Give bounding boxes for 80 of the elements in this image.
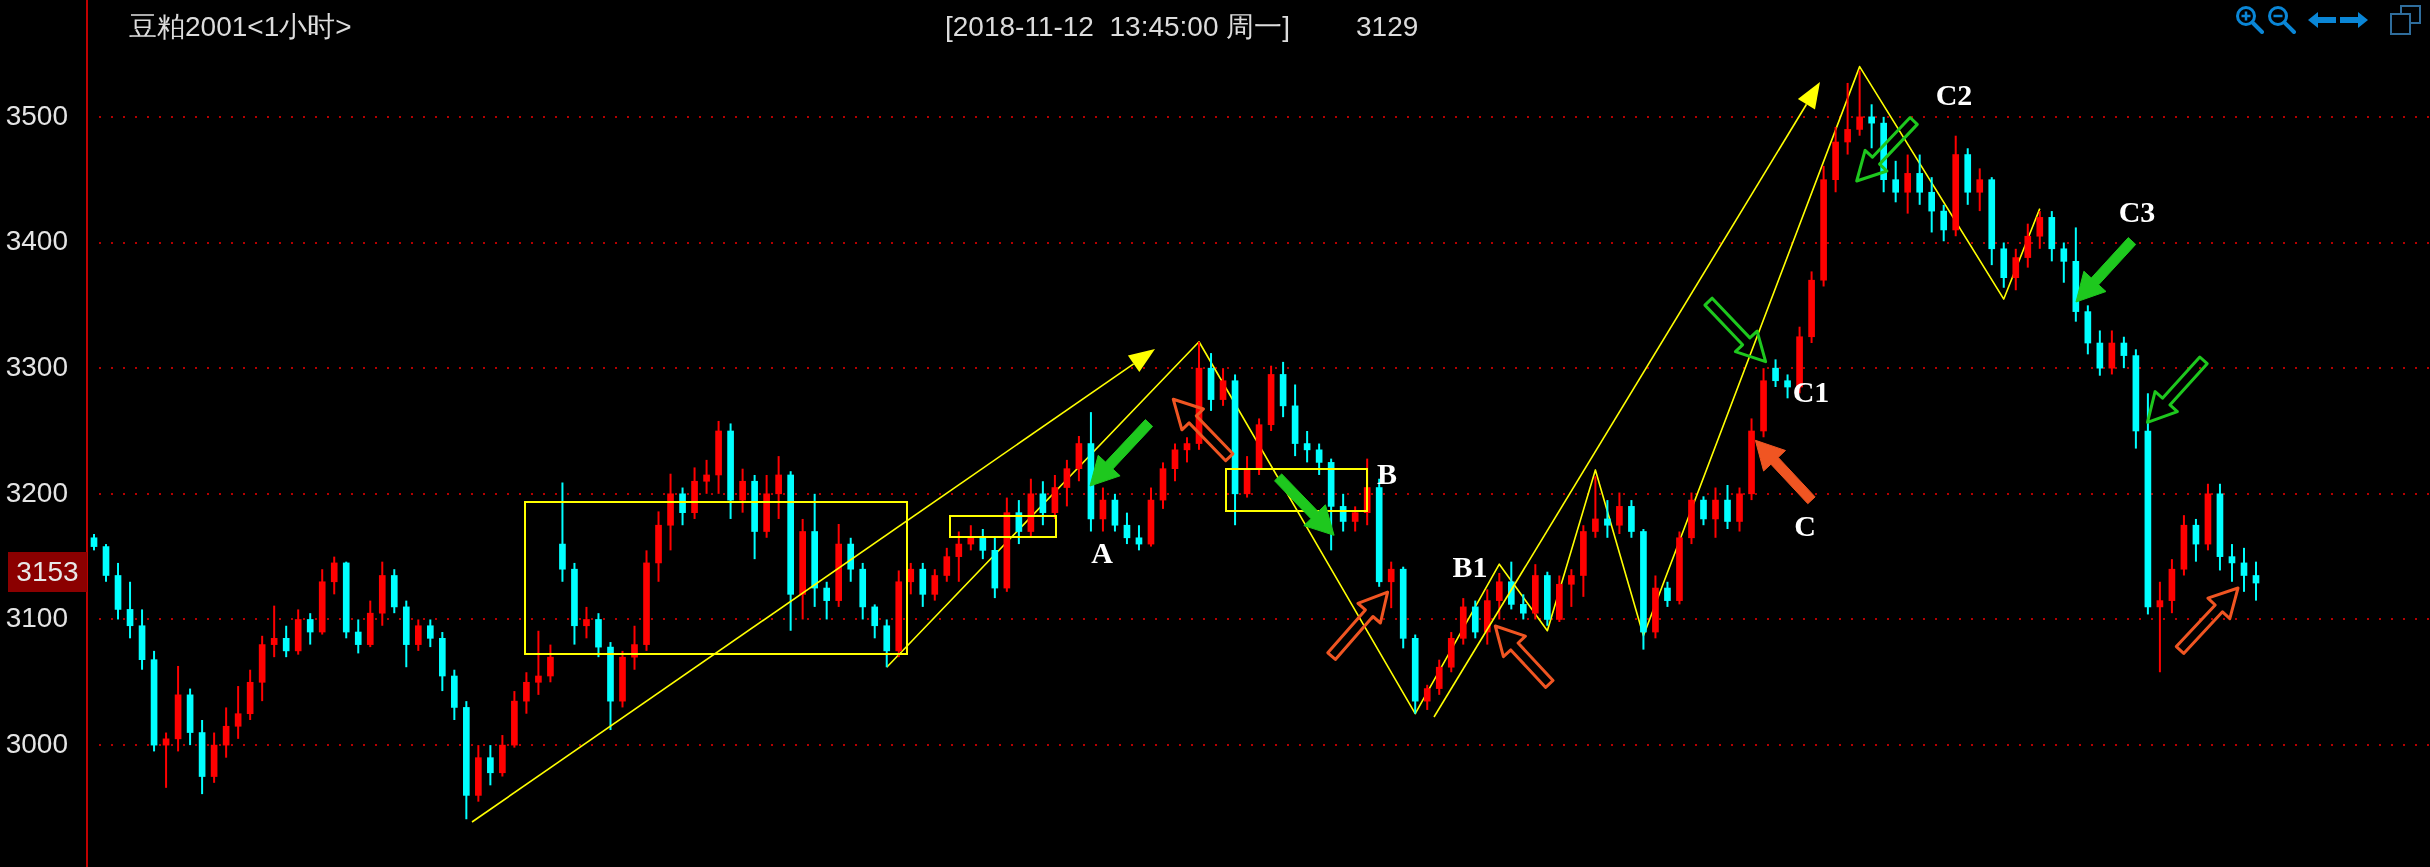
candlestick <box>234 685 242 740</box>
annotation: B1 <box>1452 550 1488 583</box>
y-tick-label: 3200 <box>5 476 68 508</box>
candlestick <box>547 643 554 684</box>
candlestick <box>523 671 530 715</box>
text: 3153 <box>8 552 87 592</box>
candlestick <box>1039 480 1047 527</box>
candlestick <box>1784 373 1791 400</box>
candlestick <box>1219 367 1227 407</box>
candlestick <box>583 605 590 640</box>
candlestick <box>270 604 278 659</box>
annotation: B <box>1376 457 1398 490</box>
annotation: A <box>1091 536 1113 569</box>
candlestick <box>955 530 963 583</box>
candlestick <box>2060 241 2068 284</box>
candlestick <box>1904 153 1911 215</box>
candlestick <box>306 612 314 646</box>
y-tick-label: 3400 <box>5 225 68 257</box>
candlestick <box>1135 524 1143 552</box>
chart-title: 豆粕2001<1小时> <box>129 11 352 42</box>
candlestick <box>1940 203 1948 243</box>
candlestick <box>354 618 362 655</box>
candlestick <box>330 555 338 596</box>
candlestick <box>487 744 494 787</box>
candlestick <box>1568 568 1575 608</box>
y-tick-label: 3100 <box>5 602 68 634</box>
candlestick <box>1435 658 1443 696</box>
candlestick <box>2012 247 2020 292</box>
candlestick <box>1892 159 1899 204</box>
candlestick <box>1976 167 1984 213</box>
annotation: C1 <box>1792 375 1830 408</box>
candlestick <box>739 467 746 514</box>
candlestick <box>1592 475 1599 539</box>
annotation: 3129 <box>1356 11 1419 42</box>
candlestick <box>1507 560 1515 611</box>
candlestick <box>1724 484 1731 530</box>
candlestick <box>1712 486 1719 539</box>
candlestick <box>1495 571 1503 621</box>
candlestick <box>943 546 951 583</box>
candlestick <box>1519 593 1527 621</box>
candlestick <box>2156 580 2164 674</box>
candlestick <box>1423 683 1431 711</box>
candlestick <box>775 455 782 520</box>
chart-subtitle: [2018-11-12 13:45:00 周一] <box>945 11 1291 42</box>
annotation: C <box>1794 509 1816 542</box>
candlestick <box>2024 222 2032 269</box>
annotation: C2 <box>1935 78 1973 111</box>
candlestick <box>1387 560 1395 610</box>
candlestick <box>1303 429 1311 464</box>
y-tick-label: 3000 <box>5 727 68 759</box>
candlestick <box>967 524 975 552</box>
candlestick <box>1063 458 1071 508</box>
candlestick <box>1664 580 1671 608</box>
candlestick <box>414 618 422 652</box>
candlestick <box>535 629 542 696</box>
candlestick <box>823 580 831 621</box>
candlestick <box>2036 210 2044 250</box>
candlestick <box>703 458 710 495</box>
y-tick-label: 3300 <box>5 350 68 382</box>
candlestick <box>2228 543 2236 583</box>
candlestick <box>1604 499 1611 539</box>
candlestick <box>679 486 686 527</box>
annotation: C3 <box>2118 195 2156 228</box>
candlestick <box>1844 81 1851 156</box>
candlestick <box>426 618 434 649</box>
y-tick-label: 3500 <box>5 99 68 131</box>
candlestick <box>979 528 987 561</box>
candlestick <box>282 624 290 659</box>
candlestick <box>1856 69 1863 137</box>
candlestick <box>1351 505 1359 533</box>
candlestick <box>126 580 134 640</box>
candlestick <box>871 603 879 640</box>
candlestick <box>931 568 939 602</box>
candlestick <box>1916 153 1924 206</box>
candlestick <box>1183 436 1191 464</box>
candlestick <box>1928 176 1936 234</box>
candlestick <box>1616 491 1623 536</box>
candlestick <box>1700 495 1707 527</box>
candlestick <box>1772 358 1779 389</box>
candlestick <box>1868 103 1875 150</box>
